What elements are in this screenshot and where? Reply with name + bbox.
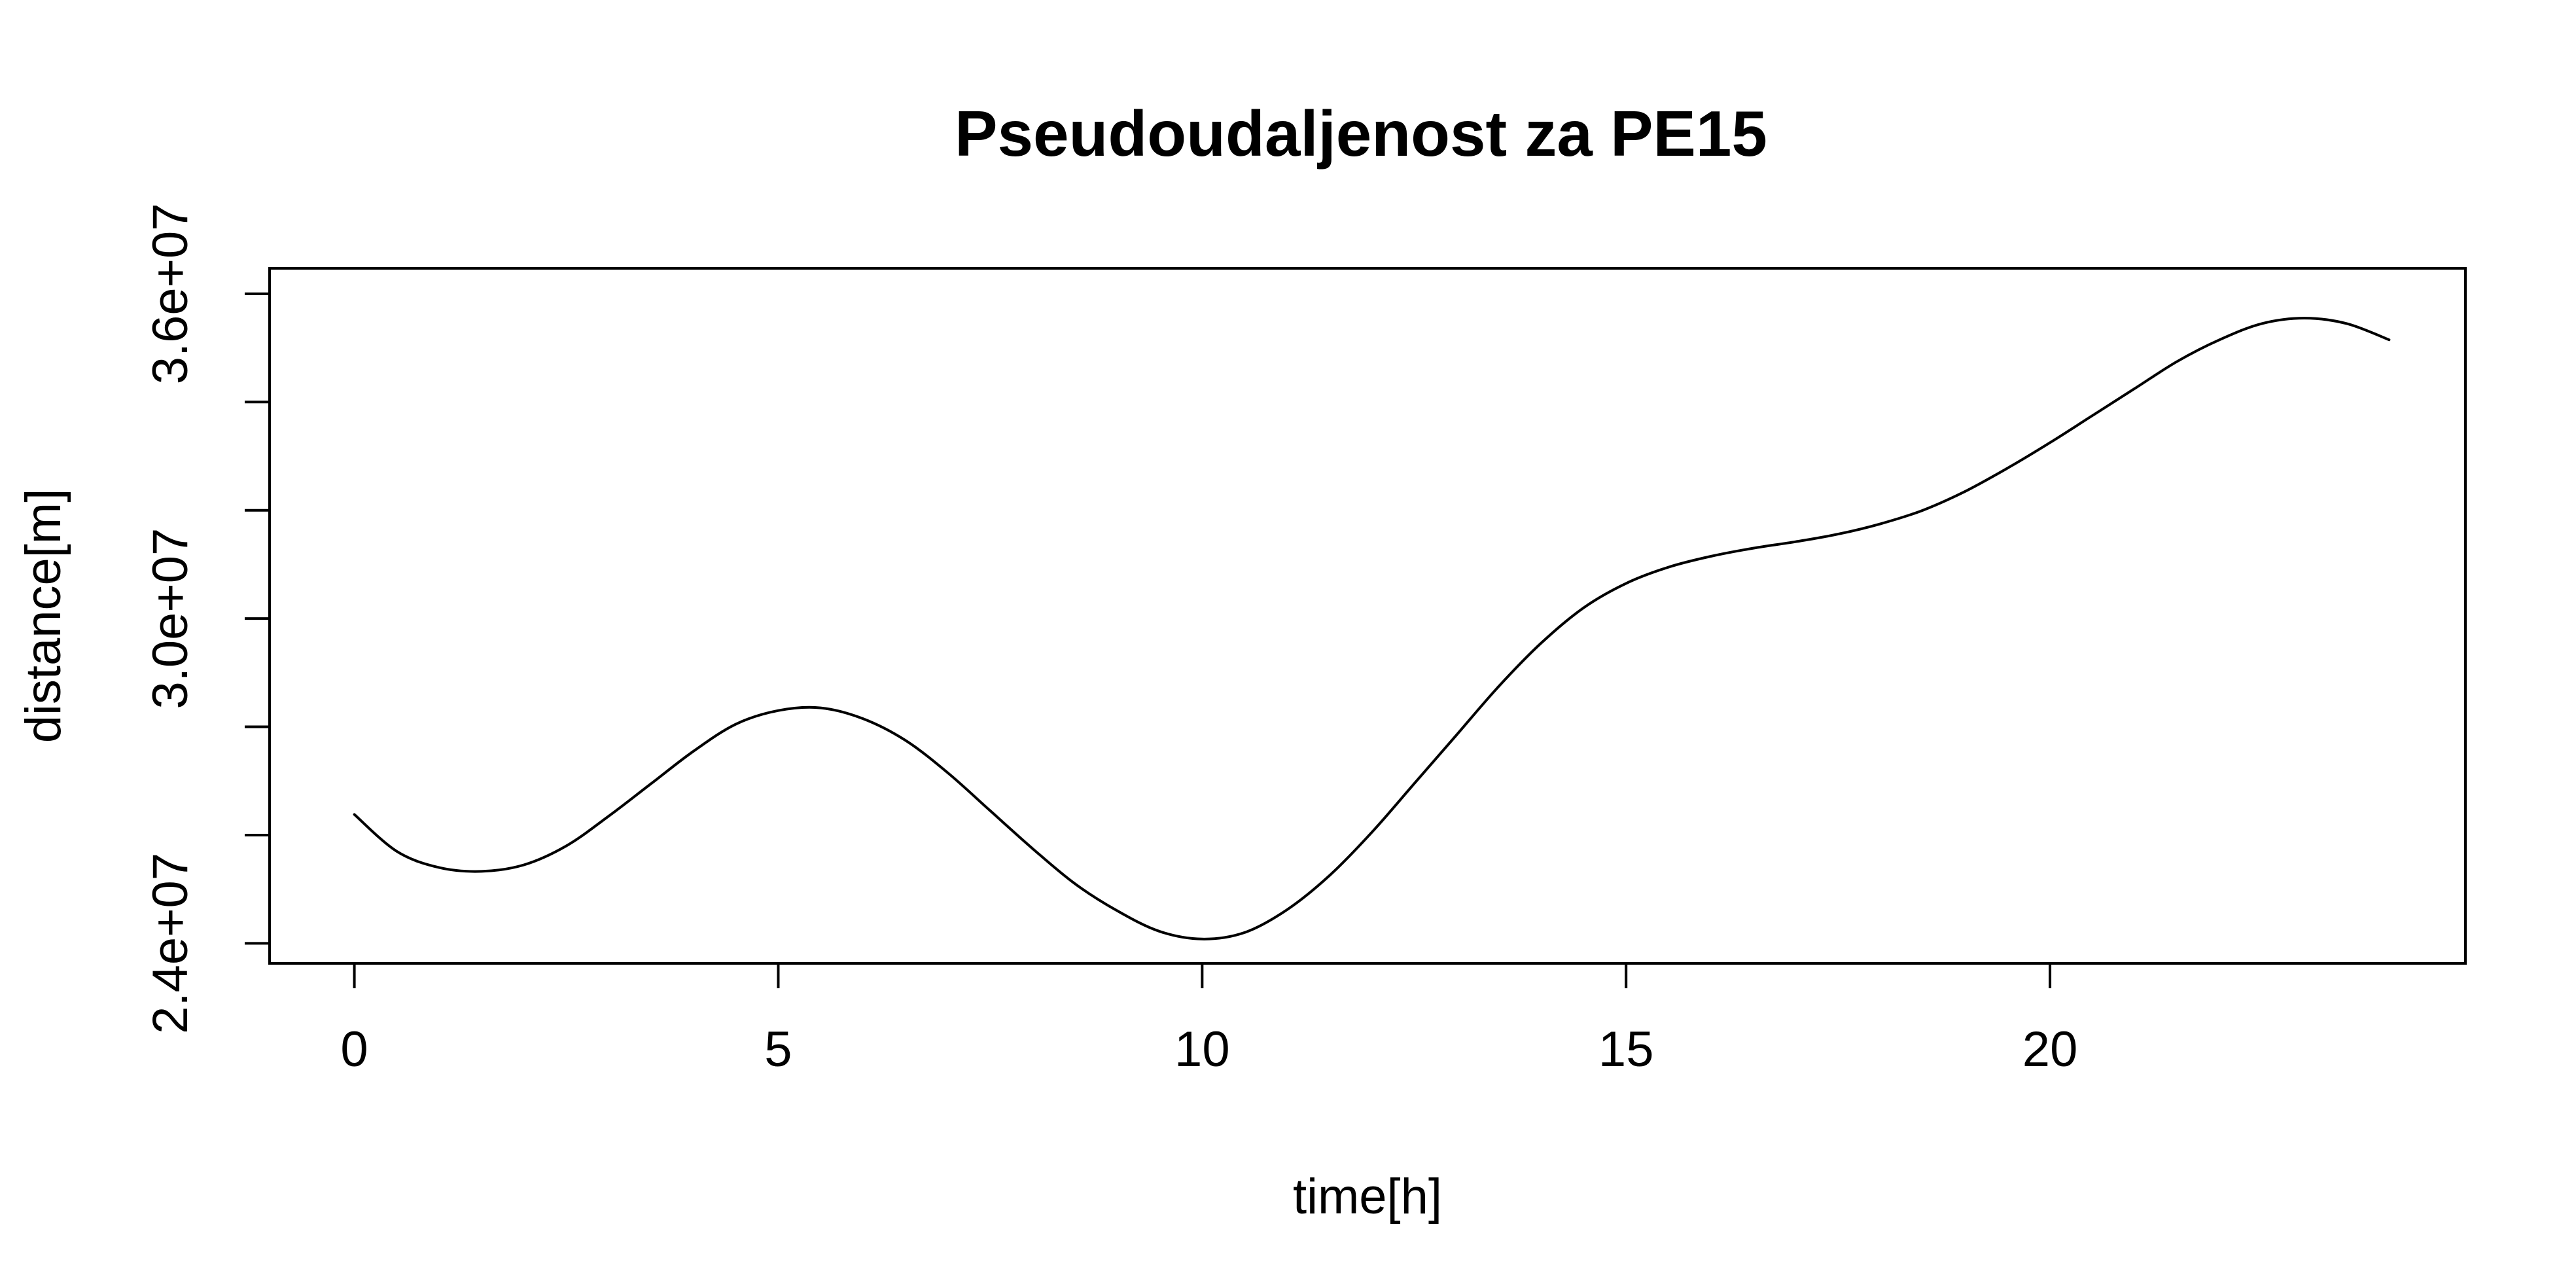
plot-frame: [268, 267, 2467, 965]
x-tick-label: 5: [764, 1022, 792, 1077]
series-line-distance: [353, 317, 2391, 940]
y-axis-label: distance[m]: [16, 489, 71, 743]
x-tick-label: 10: [1174, 1022, 1230, 1077]
y-tick-label: 3.6e+07: [143, 203, 198, 384]
chart-title: Pseudoudaljenost za PE15: [955, 98, 1767, 170]
x-tick-label: 20: [2022, 1022, 2078, 1077]
y-axis: 2.4e+07 3.0e+07 3.6e+07: [143, 203, 271, 1034]
x-axis-label: time[h]: [1293, 1169, 1442, 1225]
x-tick-label: 0: [340, 1022, 368, 1077]
x-axis: 0 5 10 15 20: [340, 962, 2078, 1077]
y-tick-label: 2.4e+07: [143, 853, 198, 1034]
x-tick-label: 15: [1598, 1022, 1654, 1077]
y-tick-label: 3.0e+07: [143, 528, 198, 709]
